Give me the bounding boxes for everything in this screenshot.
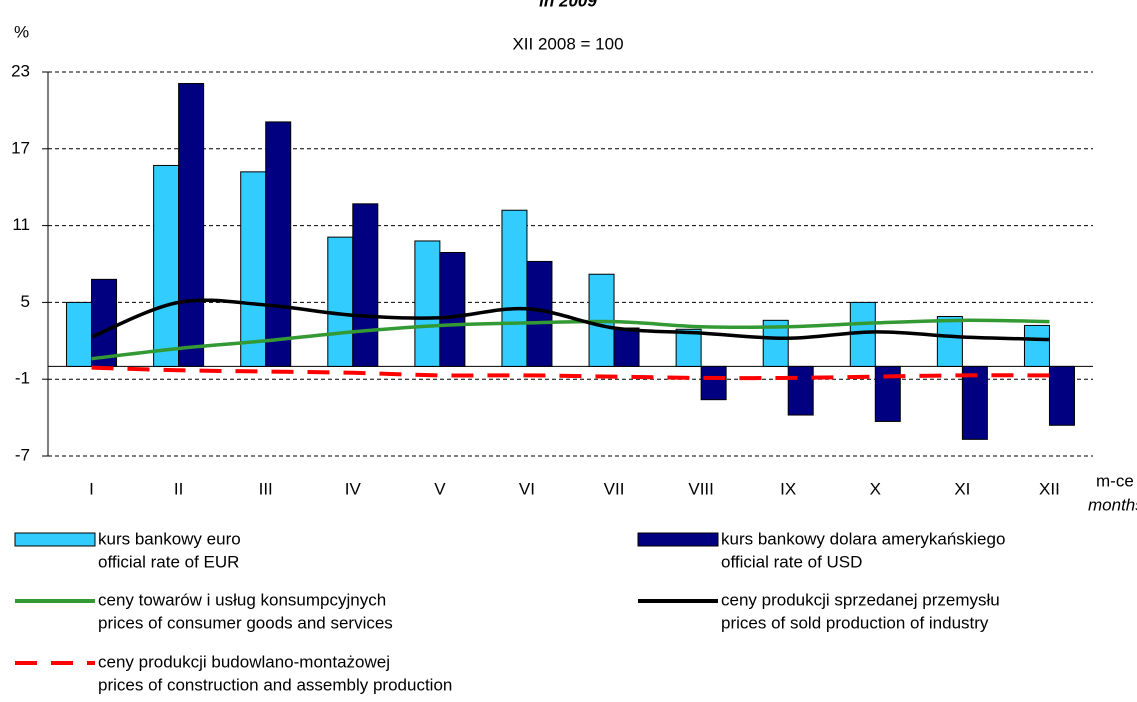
x-tick-label: V <box>434 479 446 498</box>
y-tick-label: -1 <box>15 369 30 388</box>
bar <box>1023 324 1050 367</box>
legend-label: official rate of EUR <box>98 552 239 571</box>
bar <box>439 251 466 367</box>
x-tick-label: I <box>89 479 94 498</box>
x-tick-label: VII <box>604 479 625 498</box>
y-tick-label: -7 <box>15 445 30 464</box>
x-tick-label: IX <box>780 479 796 498</box>
bar <box>327 236 354 367</box>
bar <box>613 327 640 367</box>
bar <box>936 315 963 367</box>
bar <box>265 121 292 367</box>
line-series <box>91 365 1050 381</box>
x-axis-label: months <box>1088 495 1137 514</box>
bar <box>501 209 528 367</box>
bar <box>961 365 988 440</box>
y-tick-label: 17 <box>11 138 30 157</box>
legend-label: kurs bankowy euro <box>98 529 241 548</box>
y-tick-label: 23 <box>11 61 30 80</box>
y-tick-label: 11 <box>12 215 30 234</box>
chart-title: in 2009 <box>539 0 597 10</box>
legend-label: prices of consumer goods and services <box>98 613 393 632</box>
y-axis-label: % <box>14 22 29 41</box>
bar <box>700 365 727 401</box>
x-tick-label: II <box>174 479 183 498</box>
bar <box>153 164 180 367</box>
bar <box>675 328 702 367</box>
line-series <box>91 318 1050 361</box>
x-tick-label: III <box>259 479 273 498</box>
x-tick-label: IV <box>345 479 362 498</box>
x-tick-label: XII <box>1039 479 1060 498</box>
bar <box>414 240 441 367</box>
bar <box>178 83 205 367</box>
x-tick-label: VIII <box>688 479 714 498</box>
legend-swatch <box>637 532 719 547</box>
legend-label: ceny towarów i usług konsumpcyjnych <box>98 590 386 609</box>
x-tick-label: X <box>870 479 881 498</box>
legend-label: official rate of USD <box>721 552 862 571</box>
bar <box>66 301 93 367</box>
legend-label: ceny produkcji sprzedanej przemysłu <box>721 590 1000 609</box>
legend-label: kurs bankowy dolara amerykańskiego <box>721 529 1005 548</box>
bar <box>526 260 553 367</box>
y-tick-label: 5 <box>21 292 30 311</box>
legend-swatch <box>14 532 96 547</box>
chart-subtitle: XII 2008 = 100 <box>512 34 623 53</box>
bar <box>1048 365 1075 426</box>
x-tick-label: XI <box>954 479 970 498</box>
x-axis-label: m-ce <box>1096 471 1134 490</box>
x-tick-label: VI <box>519 479 535 498</box>
bar <box>91 278 118 367</box>
line-series <box>90 298 1050 342</box>
bar <box>240 171 267 367</box>
legend-label: prices of sold production of industry <box>721 613 989 632</box>
bar <box>787 365 814 416</box>
legend-label: ceny produkcji budowlano-montażowej <box>98 652 390 671</box>
bar <box>352 203 379 367</box>
legend-label: prices of construction and assembly prod… <box>98 675 452 694</box>
